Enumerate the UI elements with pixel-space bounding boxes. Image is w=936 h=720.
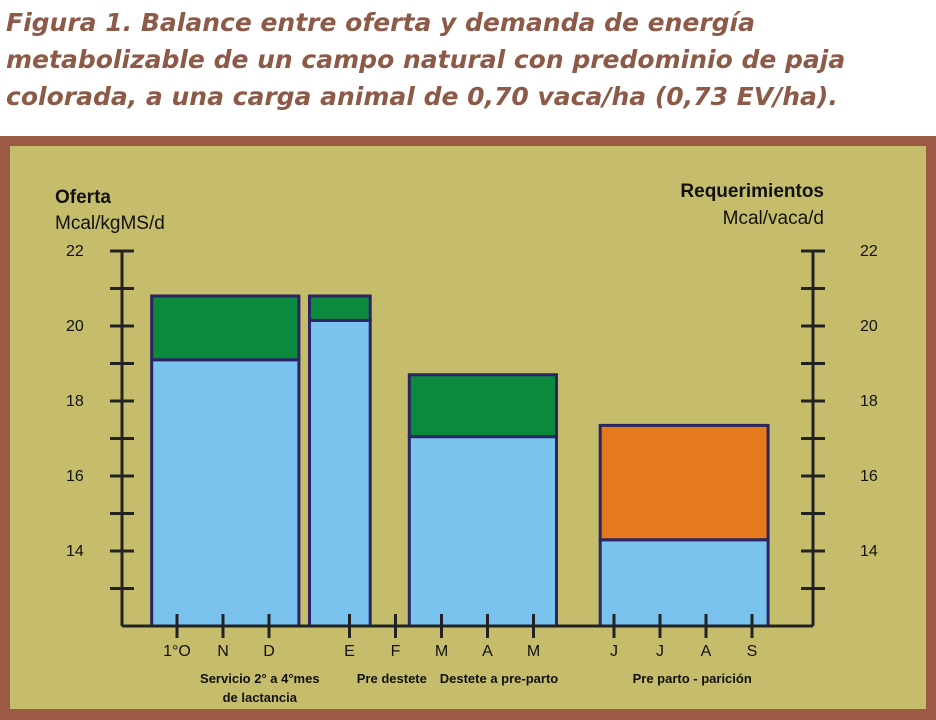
month-label: J bbox=[610, 643, 618, 660]
right-tick-label: 20 bbox=[860, 318, 878, 335]
month-label: A bbox=[482, 643, 493, 660]
bar-1-base bbox=[307, 318, 372, 628]
period-label: de lactancia bbox=[223, 690, 298, 705]
month-label: F bbox=[391, 643, 401, 660]
bar-3-base bbox=[598, 538, 770, 628]
right-tick-label: 16 bbox=[860, 468, 878, 485]
month-label: E bbox=[344, 643, 355, 660]
month-label: A bbox=[701, 643, 712, 660]
right-axis-title: Requerimientos bbox=[680, 181, 824, 202]
right-tick-label: 18 bbox=[860, 393, 878, 410]
left-axis-title: Oferta bbox=[55, 187, 111, 208]
left-tick-label: 18 bbox=[66, 393, 84, 410]
chart-panel: 22 20 18 16 14 22 20 18 16 14 Oferta Mcal/kgMS/d Req… bbox=[0, 136, 936, 720]
bars-layer bbox=[150, 294, 770, 628]
month-label: M bbox=[435, 643, 448, 660]
month-label: M bbox=[527, 643, 540, 660]
left-tick-label: 14 bbox=[66, 543, 84, 560]
month-label: N bbox=[217, 643, 229, 660]
right-tick-label: 14 bbox=[860, 543, 878, 560]
period-label: Servicio 2° a 4°mes bbox=[200, 671, 320, 686]
figure-caption: Figura 1. Balance entre oferta y demanda… bbox=[6, 8, 846, 111]
month-label: J bbox=[656, 643, 664, 660]
right-axis-unit: Mcal/vaca/d bbox=[723, 208, 824, 229]
bar-3-top-deficit bbox=[598, 423, 770, 542]
bar-2-top-exceso bbox=[407, 373, 558, 439]
left-axis-unit: Mcal/kgMS/d bbox=[55, 213, 165, 234]
period-label: Pre destete bbox=[357, 671, 427, 686]
month-label: 1°O bbox=[163, 643, 191, 660]
bar-2-base bbox=[407, 435, 558, 628]
bar-1-top-exceso bbox=[307, 294, 372, 322]
labels-layer: 22 20 18 16 14 22 20 18 16 14 Oferta Mcal/kgMS/d Req… bbox=[55, 181, 878, 705]
left-tick-label: 22 bbox=[66, 243, 84, 260]
left-tick-label: 16 bbox=[66, 468, 84, 485]
month-label: S bbox=[747, 643, 758, 660]
bar-0-top-exceso bbox=[150, 294, 301, 362]
period-label: Destete a pre-parto bbox=[440, 671, 559, 686]
axes-layer bbox=[110, 249, 825, 638]
bar-0-base bbox=[150, 358, 301, 628]
right-tick-label: 22 bbox=[860, 243, 878, 260]
month-label: D bbox=[263, 643, 275, 660]
period-label: Pre parto - parición bbox=[633, 671, 752, 686]
chart: 22 20 18 16 14 22 20 18 16 14 Oferta Mcal/kgMS/d Req… bbox=[10, 146, 926, 709]
left-tick-label: 20 bbox=[66, 318, 84, 335]
